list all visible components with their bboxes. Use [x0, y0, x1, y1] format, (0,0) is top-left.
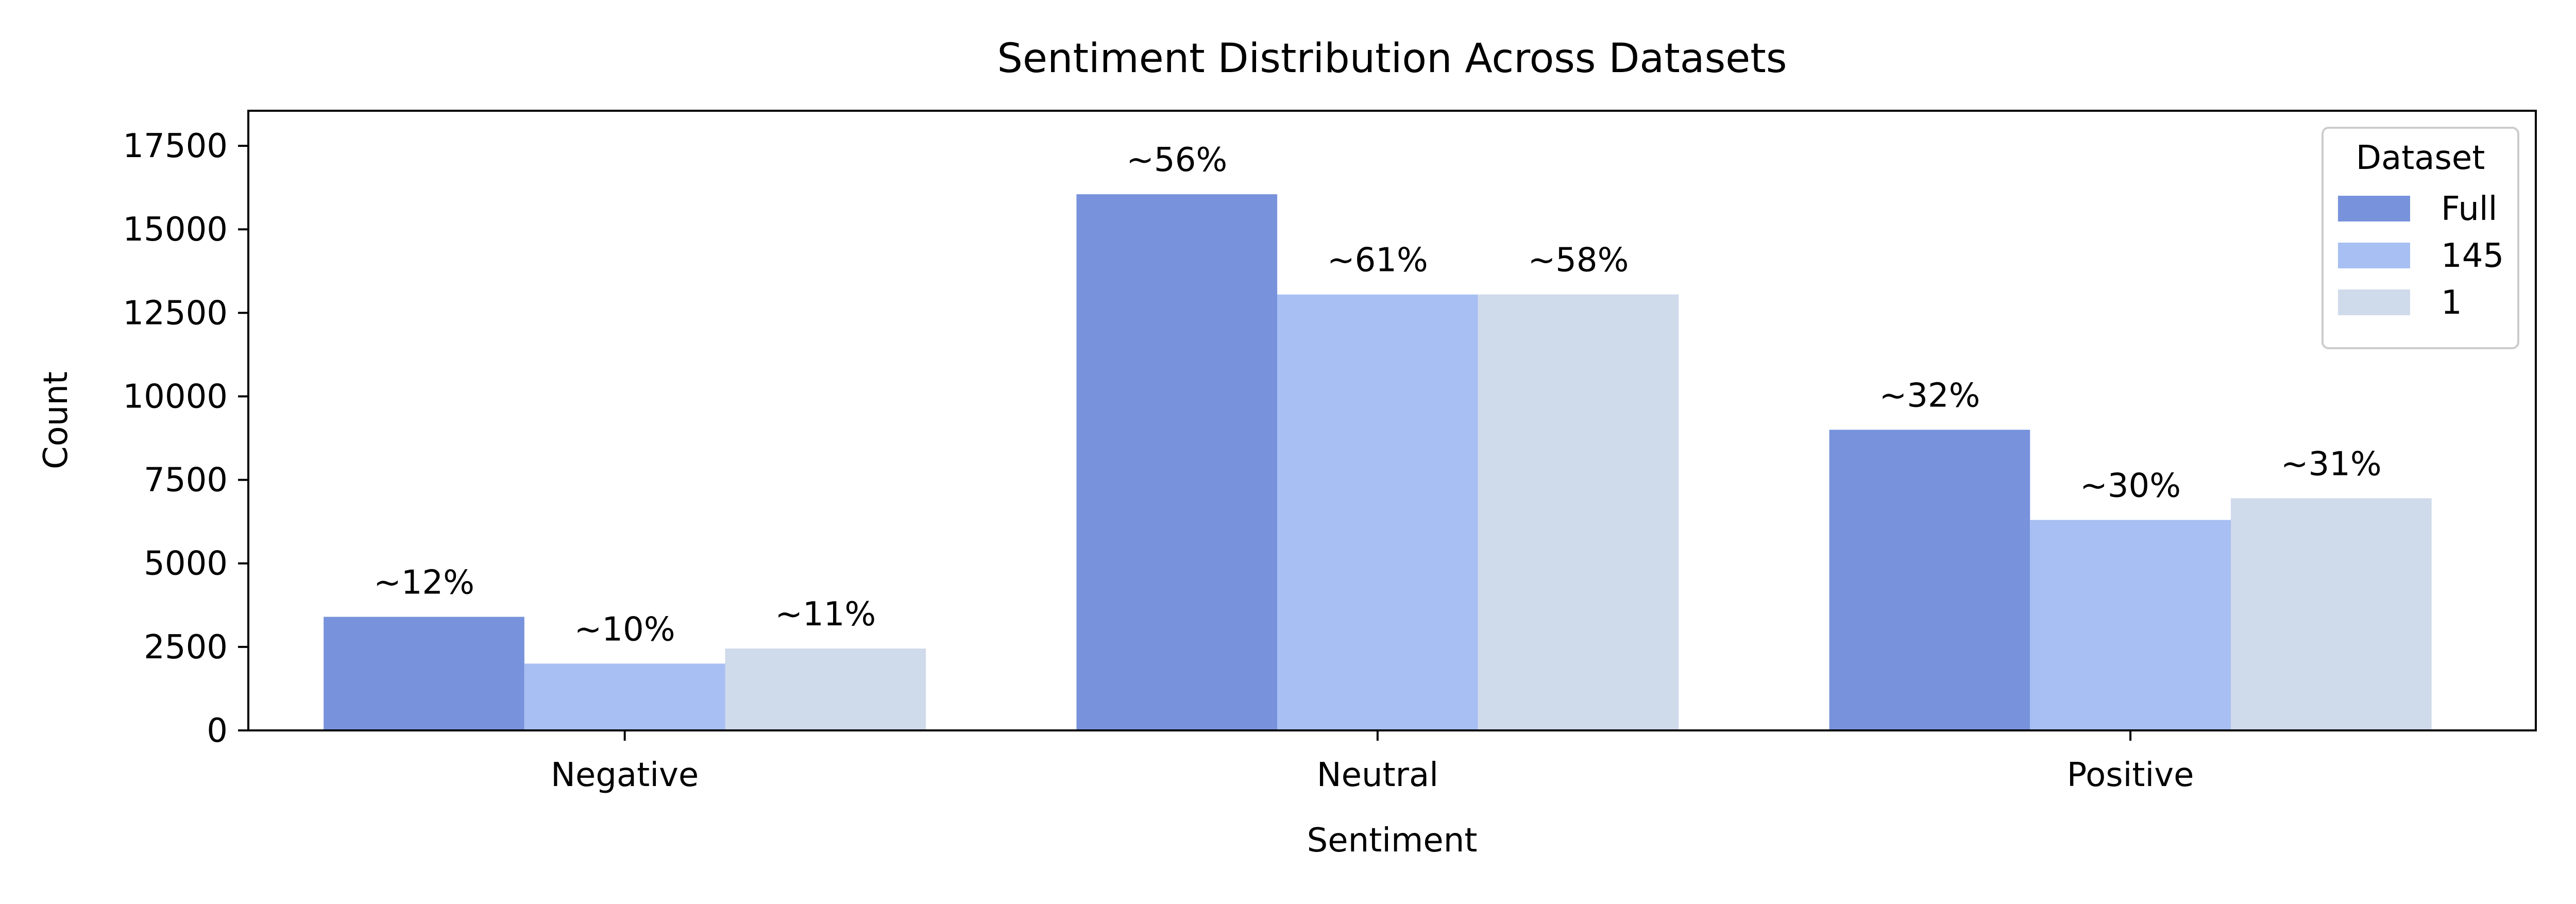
bars-layer — [324, 194, 2432, 731]
y-tick-label: 17500 — [123, 127, 228, 165]
data-label-positive-full: ~32% — [1879, 377, 1980, 415]
legend-label-full: Full — [2441, 190, 2497, 228]
bar-positive-full — [1829, 430, 2030, 730]
bar-positive-145 — [2030, 520, 2231, 730]
x-tick-label-negative: Negative — [551, 756, 699, 794]
y-tick-label: 10000 — [123, 378, 228, 416]
data-label-positive-1: ~31% — [2281, 445, 2382, 483]
x-tick-label-positive: Positive — [2067, 756, 2194, 794]
bar-negative-145 — [524, 663, 725, 730]
y-tick-label: 5000 — [144, 545, 228, 583]
bar-neutral-145 — [1277, 294, 1478, 730]
data-label-negative-full: ~12% — [374, 564, 474, 602]
bar-neutral-1 — [1478, 294, 1679, 730]
legend-swatch-1 — [2338, 289, 2410, 315]
data-label-neutral-full: ~56% — [1126, 141, 1227, 179]
bar-neutral-full — [1076, 194, 1278, 731]
data-label-negative-145: ~10% — [574, 610, 675, 649]
bar-negative-1 — [725, 649, 926, 730]
legend-swatch-145 — [2338, 243, 2410, 268]
y-axis-title: Count — [37, 371, 75, 469]
data-label-neutral-1: ~58% — [1528, 242, 1629, 280]
legend-swatch-full — [2338, 196, 2410, 221]
x-axis-title: Sentiment — [1307, 822, 1478, 860]
x-tick-label-neutral: Neutral — [1317, 756, 1438, 794]
data-labels-layer: ~12% ~56% ~32% ~10% ~61% ~30% ~11% ~58% ~31% — [374, 141, 2382, 649]
data-label-negative-1: ~11% — [775, 595, 876, 634]
legend-title: Dataset — [2356, 139, 2485, 177]
legend: Dataset Full 145 1 — [2321, 127, 2519, 349]
bar-positive-1 — [2231, 498, 2432, 730]
data-label-positive-145: ~30% — [2080, 467, 2181, 505]
legend-label-1: 1 — [2441, 284, 2462, 322]
bar-negative-full — [324, 617, 524, 730]
legend-items: Full 145 1 — [2338, 190, 2504, 322]
y-tick-label: 0 — [207, 712, 228, 750]
y-axis: 0 2500 5000 7500 10000 12500 15000 17500 — [123, 127, 248, 750]
data-label-neutral-145: ~61% — [1327, 242, 1428, 280]
legend-label-145: 145 — [2441, 237, 2504, 275]
y-tick-label: 2500 — [144, 628, 228, 667]
y-tick-label: 12500 — [123, 294, 228, 332]
y-tick-label: 7500 — [144, 462, 228, 500]
chart-title: Sentiment Distribution Across Datasets — [997, 36, 1787, 82]
x-axis: Negative Neutral Positive — [551, 730, 2194, 794]
y-tick-label: 15000 — [123, 211, 228, 249]
plot-frame — [247, 110, 2537, 731]
